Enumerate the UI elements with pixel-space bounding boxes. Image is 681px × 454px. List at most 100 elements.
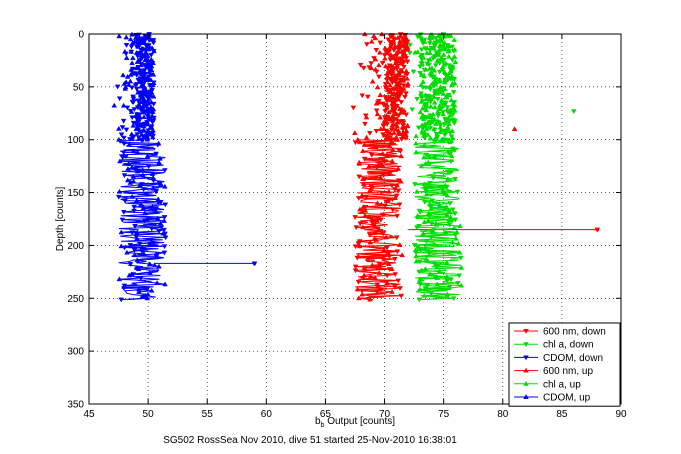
data-point [402, 53, 409, 59]
data-point [130, 40, 136, 46]
data-point [377, 92, 384, 98]
data-point [428, 114, 435, 120]
data-point [376, 99, 383, 105]
data-point [143, 76, 149, 82]
data-point [389, 113, 396, 119]
data-point [449, 64, 456, 70]
data-point [400, 124, 407, 130]
data-point [403, 70, 410, 76]
data-point [380, 123, 387, 129]
data-point [394, 75, 400, 80]
data-point [146, 69, 153, 74]
data-point [357, 62, 364, 68]
data-point [148, 99, 155, 105]
data-point [138, 52, 145, 57]
data-point [435, 33, 442, 38]
data-point [434, 90, 441, 96]
data-point [141, 114, 147, 120]
data-point [427, 119, 434, 125]
y-tick-label: 250 [67, 294, 84, 305]
data-point [138, 131, 145, 137]
data-point [445, 48, 452, 54]
data-point [424, 45, 430, 51]
axis-ticks: 45 50 55 60 65 70 75 80 85 90 0 50 100 150 200 250 300 35… [67, 30, 627, 421]
data-point [418, 82, 424, 87]
data-point [127, 71, 134, 77]
data-point [383, 104, 390, 110]
data-point [414, 96, 420, 102]
data-point [440, 111, 447, 117]
data-point [390, 85, 397, 91]
data-point [384, 99, 390, 104]
data-point [432, 76, 439, 82]
x-tick-label: 55 [202, 409, 214, 420]
series-line [118, 139, 166, 301]
data-point [401, 64, 407, 70]
data-point [388, 73, 395, 79]
legend-label: 600 nm, up [543, 366, 593, 377]
x-tick-label: 75 [438, 409, 450, 420]
grid [89, 34, 621, 404]
data-point [450, 90, 457, 95]
data-point [428, 103, 434, 109]
data-point [418, 52, 424, 58]
data-point [381, 126, 387, 131]
data-point [141, 91, 147, 97]
y-tick-label: 150 [67, 188, 84, 199]
data-point [437, 38, 444, 43]
data-point [366, 131, 373, 136]
data-point [427, 41, 433, 46]
data-point [134, 59, 141, 64]
data-point [363, 134, 370, 140]
data-point [398, 100, 405, 105]
data-point [119, 125, 126, 131]
data-point [392, 126, 399, 131]
data-point [140, 109, 147, 115]
data-point [384, 128, 390, 133]
legend-marker [523, 394, 529, 399]
data-point [394, 62, 400, 68]
data-point [149, 109, 156, 115]
data-point [122, 85, 129, 91]
data-point [138, 83, 144, 89]
data-point [394, 115, 400, 121]
data-point [402, 94, 408, 100]
data-point [403, 112, 410, 118]
data-point [448, 97, 455, 103]
data-point [130, 55, 136, 60]
data-point [373, 47, 380, 53]
data-point [445, 75, 452, 80]
data-point [417, 109, 424, 115]
data-point [441, 46, 448, 52]
data-point [390, 55, 396, 61]
series-line [414, 139, 462, 301]
data-point [115, 125, 122, 131]
data-point [143, 88, 150, 94]
data-point [133, 49, 140, 55]
data-point [396, 41, 402, 47]
data-point [424, 49, 430, 55]
x-tick-label: 50 [143, 409, 155, 420]
data-point [136, 101, 142, 107]
legend-label: 600 nm, down [543, 327, 606, 338]
data-point [397, 109, 404, 115]
data-point [133, 86, 140, 92]
data-point [437, 129, 443, 135]
data-point [437, 89, 443, 94]
data-point [372, 35, 379, 41]
data-point [392, 43, 398, 49]
data-point [440, 64, 446, 70]
data-point [368, 38, 375, 44]
data-point [397, 60, 404, 66]
data-point [430, 56, 436, 62]
data-point [129, 136, 135, 142]
data-point [120, 118, 127, 124]
data-point [122, 48, 128, 54]
data-point [410, 69, 417, 75]
data-point [420, 132, 427, 138]
data-point [447, 112, 453, 118]
data-point [123, 55, 130, 60]
x-tick-label: 65 [320, 409, 332, 420]
data-point [421, 101, 428, 107]
y-tick-label: 100 [67, 135, 84, 146]
